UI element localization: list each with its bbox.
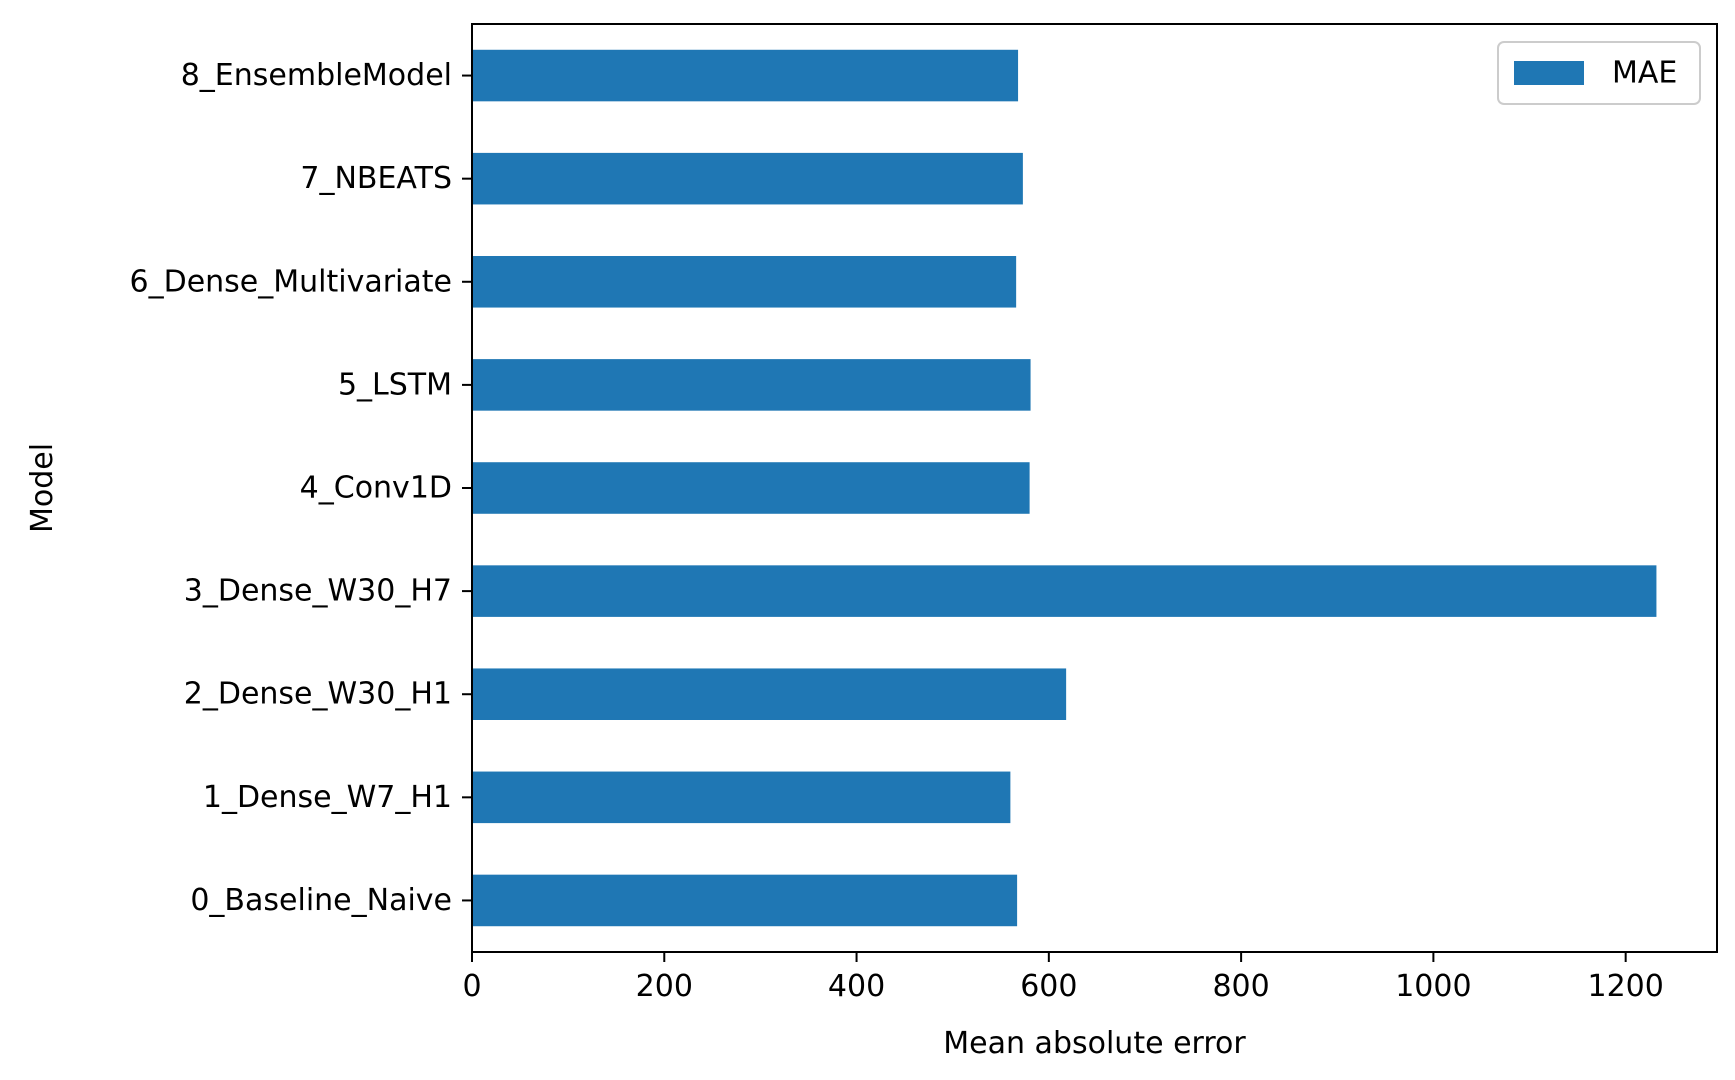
x-tick-label: 0 <box>462 969 481 1004</box>
y-tick-label: 2_Dense_W30_H1 <box>184 677 452 712</box>
y-tick-label: 1_Dense_W7_H1 <box>203 780 452 815</box>
x-axis-label: Mean absolute error <box>943 1026 1246 1061</box>
legend: MAE <box>1497 41 1701 105</box>
y-tick-label: 7_NBEATS <box>300 161 452 196</box>
bar-4_Conv1D <box>472 462 1030 514</box>
x-tick-label: 1000 <box>1395 969 1471 1004</box>
bar-2_Dense_W30_H1 <box>472 668 1067 720</box>
bar-8_EnsembleModel <box>472 49 1019 102</box>
y-tick-label: 6_Dense_Multivariate <box>130 264 453 299</box>
x-tick-label: 400 <box>828 969 885 1004</box>
x-tick-label: 200 <box>636 969 693 1004</box>
plot-frame <box>471 23 1718 953</box>
legend-box <box>1497 41 1701 105</box>
y-axis-ticks: 0_Baseline_Naive 1_Dense_W7_H1 2_Dense_W30… <box>130 58 472 918</box>
y-tick-label: 4_Conv1D <box>300 471 452 506</box>
bar-1_Dense_W7_H1 <box>472 771 1011 824</box>
bars <box>472 49 1657 927</box>
y-tick-label: 0_Baseline_Naive <box>190 883 452 918</box>
y-axis-label: Model <box>25 443 60 533</box>
x-tick-label: 600 <box>1020 969 1077 1004</box>
bar-7_NBEATS <box>472 152 1023 205</box>
y-tick-label: 8_EnsembleModel <box>181 58 452 93</box>
legend-swatch <box>1514 61 1584 85</box>
bar-0_Baseline_Naive <box>472 874 1018 927</box>
legend-label: MAE <box>1612 56 1677 91</box>
bar-5_LSTM <box>472 359 1031 411</box>
bar-3_Dense_W30_H7 <box>472 565 1657 617</box>
x-tick-label: 800 <box>1212 969 1269 1004</box>
x-tick-label: 1200 <box>1587 969 1663 1004</box>
bar-6_Dense_Multivariate <box>472 256 1017 308</box>
x-axis-ticks: 0 200 400 600 800 1000 1200 <box>462 952 1664 1004</box>
y-tick-label: 3_Dense_W30_H7 <box>184 574 452 609</box>
y-tick-label: 5_LSTM <box>338 367 452 402</box>
